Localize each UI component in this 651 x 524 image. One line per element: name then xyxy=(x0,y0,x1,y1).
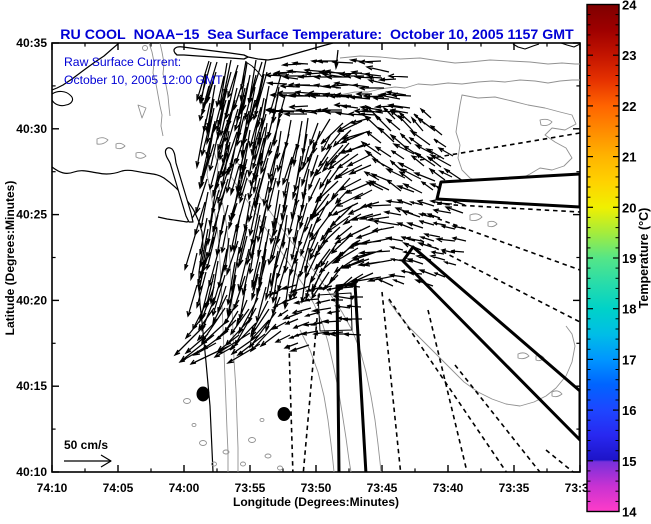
svg-text:40:10: 40:10 xyxy=(16,465,47,479)
svg-text:14: 14 xyxy=(622,505,637,520)
svg-text:19: 19 xyxy=(622,251,636,266)
svg-text:Latitude (Degrees:Minutes): Latitude (Degrees:Minutes) xyxy=(3,181,17,336)
svg-text:74:05: 74:05 xyxy=(103,481,134,495)
svg-text:24: 24 xyxy=(622,0,637,13)
svg-text:Raw Surface Current:: Raw Surface Current: xyxy=(64,55,181,69)
svg-text:Longitude (Degrees:Minutes): Longitude (Degrees:Minutes) xyxy=(233,495,399,509)
svg-text:RU COOL NOAA−15 Sea Surface: RU COOL NOAA−15 Sea Surface Temperature:… xyxy=(60,27,574,43)
svg-text:17: 17 xyxy=(622,352,636,367)
svg-text:October 10, 2005 12:00 GMT: October 10, 2005 12:00 GMT xyxy=(64,73,223,87)
svg-text:40:35: 40:35 xyxy=(16,36,47,50)
svg-text:21: 21 xyxy=(622,150,636,165)
svg-text:22: 22 xyxy=(622,99,636,114)
svg-text:40:30: 40:30 xyxy=(16,122,47,136)
svg-text:Temperature (°C): Temperature (°C) xyxy=(637,208,651,309)
svg-text:73:40: 73:40 xyxy=(433,481,464,495)
svg-text:20: 20 xyxy=(622,200,636,215)
svg-text:50 cm/s: 50 cm/s xyxy=(64,438,108,452)
svg-text:23: 23 xyxy=(622,48,636,63)
svg-text:73:45: 73:45 xyxy=(367,481,398,495)
svg-text:73:55: 73:55 xyxy=(235,481,266,495)
svg-text:40:15: 40:15 xyxy=(16,379,47,393)
svg-text:16: 16 xyxy=(622,403,636,418)
svg-text:15: 15 xyxy=(622,454,636,469)
svg-text:74:00: 74:00 xyxy=(169,481,200,495)
svg-text:40:20: 40:20 xyxy=(16,293,47,307)
svg-text:73:50: 73:50 xyxy=(301,481,332,495)
svg-text:40:25: 40:25 xyxy=(16,208,47,222)
svg-text:18: 18 xyxy=(622,302,636,317)
svg-text:74:10: 74:10 xyxy=(37,481,68,495)
svg-text:73:35: 73:35 xyxy=(499,481,530,495)
